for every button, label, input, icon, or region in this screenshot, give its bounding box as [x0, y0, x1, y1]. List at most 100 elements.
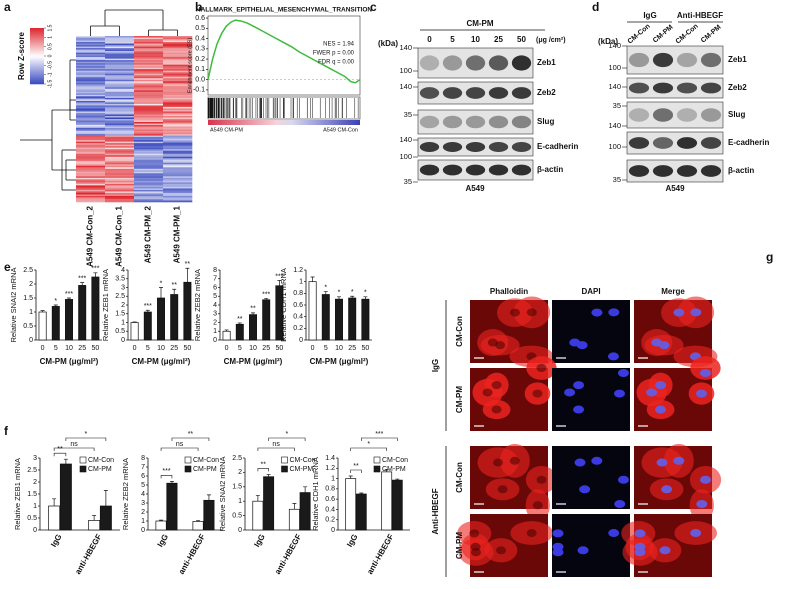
error-bar [159, 519, 164, 521]
y-tick-label: 0.1 [195, 66, 205, 73]
error-bar [395, 478, 400, 481]
heatmap-cell [76, 36, 106, 38]
y-tick-label: 1.5 [115, 311, 125, 318]
heatmap-cell [76, 119, 106, 121]
heatmap-cell [76, 52, 106, 55]
significance: * [285, 431, 288, 438]
nucleus [576, 341, 588, 350]
y-tick-label: 1 [33, 503, 37, 510]
heatmap-cell [105, 75, 135, 78]
heatmap-cell [163, 146, 193, 148]
heatmap-cell [134, 155, 164, 158]
heatmap-cell [76, 42, 106, 44]
heatmap-cell [163, 143, 193, 145]
bar [288, 508, 300, 531]
blot-band [511, 142, 532, 152]
heatmap-cell [163, 155, 193, 158]
heatmap-cell [105, 155, 135, 158]
y-tick-label: 0.2 [195, 56, 205, 63]
image-background [552, 514, 630, 577]
x-tick-label: 10 [65, 345, 73, 352]
heatmap-cell [105, 135, 135, 138]
significance: ns [272, 441, 280, 448]
heatmap-cell [134, 197, 164, 200]
colorbar-cell [30, 82, 44, 85]
blot-band [676, 52, 698, 68]
heatmap-cell [76, 115, 106, 118]
heatmap-cell [76, 122, 106, 124]
heatmap-cell [163, 57, 193, 59]
micrograph [457, 514, 554, 577]
image-background [552, 368, 630, 431]
lane-label: CM-Con [675, 23, 700, 46]
heatmap-cell [163, 185, 193, 188]
heatmap-cell [163, 93, 193, 96]
heatmap-cell [134, 57, 164, 59]
nucleus [634, 542, 646, 551]
heatmap-cell [163, 94, 193, 97]
x-tick-label: 10 [335, 345, 343, 352]
heatmap-cell [105, 103, 135, 106]
blot-band [676, 108, 698, 122]
heatmap-cell [76, 91, 106, 94]
heatmap-cell [134, 36, 164, 38]
heatmap-cell [163, 70, 193, 73]
kda-marker: 140 [608, 121, 621, 130]
heatmap-cell [163, 61, 193, 64]
heatmap-cell [163, 129, 193, 132]
heatmap-cell [105, 159, 135, 162]
heatmap-cell [76, 76, 106, 79]
colorbar-tick-label: -1 [47, 72, 53, 77]
blot-band [511, 87, 532, 99]
protein-label: E-cadherin [537, 142, 578, 151]
blot-strip [626, 101, 724, 129]
colorbar-cell [30, 52, 44, 55]
nucleus [591, 308, 603, 317]
heatmap-cell [76, 131, 106, 133]
nucleus-shadow [536, 475, 547, 484]
nucleus [690, 529, 702, 538]
nucleus-shadow [532, 389, 543, 398]
heatmap-cell [134, 85, 164, 88]
heatmap-cell [76, 117, 106, 120]
heatmap-cell [76, 94, 106, 97]
y-tick-label: 2 [213, 319, 217, 326]
heatmap-cell [134, 183, 164, 186]
lane-label: CM-Con [627, 23, 652, 46]
x-tick-label: 5 [324, 345, 328, 352]
image-background [552, 446, 630, 509]
y-tick-label: 2 [238, 469, 242, 476]
heatmap-cell [76, 198, 106, 201]
heatmap-cell [76, 84, 106, 87]
heatmap-cell [105, 48, 135, 50]
heatmap-cell [76, 168, 106, 171]
heatmap-cell [163, 125, 193, 127]
heatmap-cell [105, 126, 135, 129]
heatmap-cell [105, 96, 135, 99]
panel-label: a [4, 0, 11, 14]
heatmap-cell [76, 111, 106, 114]
nucleus-shadow [491, 381, 502, 390]
y-axis-label: Relative ZEB1 mRNA [13, 458, 22, 530]
heatmap-cell [105, 43, 135, 46]
nucleus [658, 341, 670, 350]
nucleus [552, 542, 564, 551]
significance: * [324, 284, 327, 291]
micrograph [621, 514, 718, 577]
heatmap-cell [134, 49, 164, 52]
heatmap-cell [163, 88, 193, 91]
heatmap-cell [105, 188, 135, 191]
heatmap-cell [76, 180, 106, 183]
panel-label: d [592, 0, 599, 14]
heatmap-cell [105, 72, 135, 75]
heatmap-cell [105, 167, 135, 170]
x-tick-label: 25 [348, 345, 356, 352]
blot-band [465, 115, 486, 129]
heatmap-cell [76, 88, 106, 91]
bar [355, 493, 367, 531]
colorbar-cell [30, 74, 44, 77]
kda-label: (kDa) [598, 37, 618, 46]
heatmap-cell [163, 117, 193, 120]
blot-band [419, 87, 440, 99]
heatmap-cell [76, 153, 106, 156]
